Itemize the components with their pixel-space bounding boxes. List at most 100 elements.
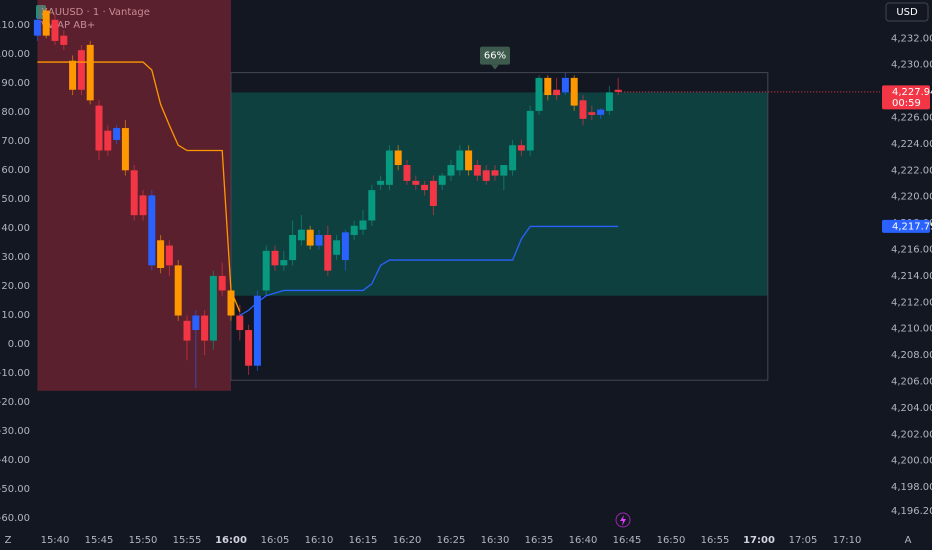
candle-body	[605, 92, 613, 111]
candle-body	[517, 145, 525, 151]
candle-body	[69, 60, 77, 90]
candle-body	[482, 170, 490, 181]
candle-body	[473, 165, 481, 176]
x-tick-label: 15:50	[129, 535, 158, 546]
candle-body	[368, 190, 376, 221]
x-tick-label: 15:40	[41, 535, 70, 546]
candle-body	[526, 110, 534, 151]
y-tick-label: 4,220.00	[891, 192, 932, 203]
y2-tick-label: -40.00	[0, 455, 30, 466]
candle-body	[350, 225, 358, 235]
candle-body	[121, 128, 129, 171]
candle-body	[77, 50, 85, 90]
annotation-box	[480, 46, 510, 65]
candle-body	[218, 275, 226, 291]
candle-body	[421, 184, 429, 191]
candle-body	[245, 330, 253, 366]
x-tick-label: 16:40	[569, 535, 598, 546]
currency-box[interactable]	[885, 2, 929, 22]
candle-body	[341, 232, 349, 261]
candle-body	[95, 105, 103, 151]
currency[interactable]: USD	[896, 7, 918, 18]
candle-body	[614, 89, 622, 92]
candle-body	[60, 35, 68, 45]
x-tick-label: 16:50	[657, 535, 686, 546]
price-tag-label: 4,227.94	[892, 87, 932, 98]
x-tick-label: 16:20	[393, 535, 422, 546]
candle-body	[51, 19, 59, 41]
candle-body	[174, 265, 182, 316]
y-tick-label: 4,208.00	[891, 350, 932, 361]
candle-body	[86, 44, 94, 101]
candle-body	[561, 77, 569, 93]
countdown: 00:59	[892, 98, 921, 109]
candle-body	[130, 170, 138, 216]
candle-body	[509, 145, 517, 171]
candle-body	[500, 165, 508, 176]
y2-tick-label: 30.00	[1, 252, 30, 263]
x-tick-label: 16:00	[215, 535, 247, 546]
y2-tick-label: 40.00	[1, 223, 30, 234]
price-tag	[882, 219, 930, 233]
footer-right[interactable]: A	[905, 535, 912, 546]
y-tick-label: 4,226.00	[891, 112, 932, 123]
candle-body	[412, 180, 420, 185]
y-tick-label: 4,232.00	[891, 33, 932, 44]
candle-body	[209, 275, 217, 341]
y-tick-label: 4,198.00	[891, 482, 932, 493]
event-bolt	[620, 515, 626, 526]
chart-title: XAUUSD · 1 · Vantage	[41, 7, 150, 18]
y-tick-label: 4,212.00	[891, 297, 932, 308]
y-tick-label: 4,202.00	[891, 429, 932, 440]
candle-body	[201, 315, 209, 341]
candle-body	[570, 77, 578, 106]
candle-body	[227, 290, 235, 316]
y2-tick-label: 20.00	[1, 281, 30, 292]
candle-body	[157, 240, 165, 268]
y2-tick-label: 90.00	[1, 78, 30, 89]
x-tick-label: 16:35	[525, 535, 554, 546]
x-tick-label: 16:45	[613, 535, 642, 546]
vwap-line	[37, 61, 241, 312]
range-box	[230, 72, 769, 381]
y-tick-label: 4,230.00	[891, 60, 932, 71]
y-tick-label: 4,200.00	[891, 456, 932, 467]
candle-body	[377, 180, 385, 185]
y2-tick-label: 70.00	[1, 136, 30, 147]
candle-body	[447, 165, 455, 176]
candle-body	[333, 240, 341, 255]
indicator-label[interactable]: VWAP AB+	[41, 20, 95, 31]
y2-tick-label: -10.00	[0, 368, 30, 379]
candle-body	[165, 245, 173, 266]
price-tag	[882, 85, 930, 110]
event-icon[interactable]	[615, 512, 631, 528]
candle-body	[262, 250, 270, 291]
candle-body	[297, 229, 305, 241]
y2-tick-label: -60.00	[0, 513, 30, 524]
candle-body	[597, 109, 605, 115]
y2-tick-label: 100.00	[0, 49, 30, 60]
x-tick-label: 16:25	[437, 535, 466, 546]
candle-body	[139, 195, 147, 216]
annotation-pointer	[491, 64, 499, 70]
candle-body	[403, 165, 411, 181]
candle-body	[535, 77, 543, 111]
vwap-line	[239, 225, 619, 317]
y-tick-label: 4,210.00	[891, 324, 932, 335]
candle-body	[553, 89, 561, 96]
candle-body	[280, 260, 288, 266]
candle-body	[465, 150, 473, 171]
candle-body	[579, 100, 587, 119]
y2-tick-label: -30.00	[0, 426, 30, 437]
x-tick-label: 15:45	[85, 535, 114, 546]
price-tag-label: 4,217.75	[892, 221, 932, 232]
candle-body	[588, 112, 596, 115]
footer-left[interactable]: Z	[5, 535, 12, 546]
y2-tick-label: 80.00	[1, 107, 30, 118]
y2-tick-label: -50.00	[0, 484, 30, 495]
y2-tick-label: 10.00	[1, 310, 30, 321]
candle-body	[438, 175, 446, 185]
x-tick-label: 16:55	[701, 535, 730, 546]
candle-body	[315, 234, 323, 246]
